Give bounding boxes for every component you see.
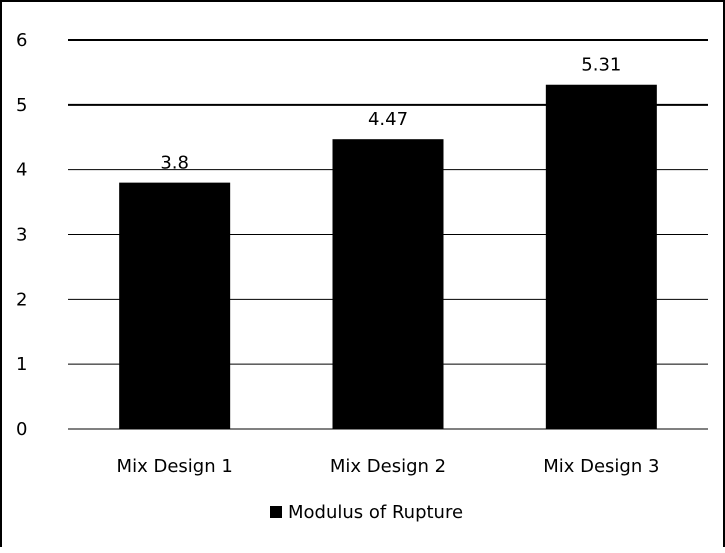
- y-axis-tick-labels: 0 1 2 3 4 5 6: [16, 30, 27, 440]
- legend-label: Modulus of Rupture: [288, 502, 463, 523]
- y-tick-label: 6: [16, 30, 27, 51]
- legend: Modulus of Rupture: [270, 502, 463, 523]
- data-label: 5.31: [581, 55, 621, 76]
- y-tick-label: 3: [16, 225, 27, 246]
- category-label: Mix Design 3: [543, 456, 659, 477]
- x-axis-category-labels: Mix Design 1 Mix Design 2 Mix Design 3: [117, 456, 660, 477]
- bar: [119, 182, 231, 429]
- y-tick-label: 0: [16, 419, 27, 440]
- category-label: Mix Design 2: [330, 456, 446, 477]
- data-labels: 3.8 4.47 5.31: [160, 55, 621, 174]
- legend-swatch: [270, 506, 282, 518]
- y-tick-label: 5: [16, 95, 27, 116]
- data-label: 3.8: [160, 153, 189, 174]
- y-tick-label: 4: [16, 160, 27, 181]
- y-tick-label: 1: [16, 354, 27, 375]
- y-tick-label: 2: [16, 289, 27, 310]
- data-label: 4.47: [368, 109, 408, 130]
- category-label: Mix Design 1: [117, 456, 233, 477]
- bar: [545, 84, 657, 430]
- bars: [119, 84, 657, 430]
- bar: [332, 139, 444, 429]
